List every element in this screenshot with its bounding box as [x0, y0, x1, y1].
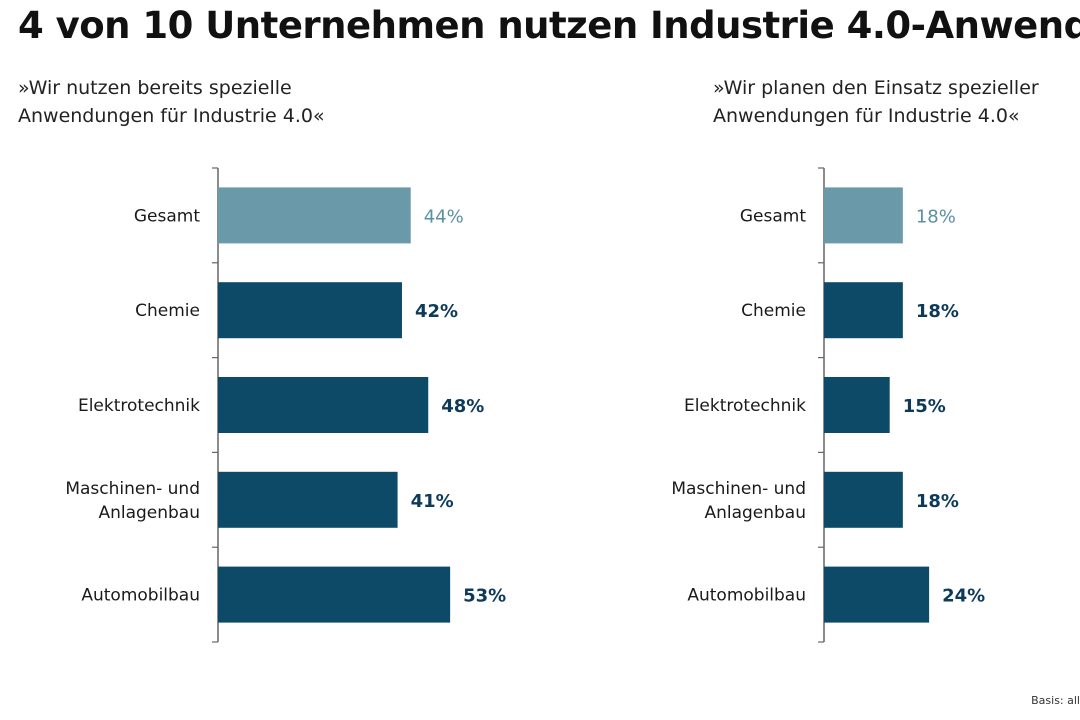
- left-chart-subtitle: »Wir nutzen bereits spezielle Anwendunge…: [18, 74, 325, 130]
- bar-automobilbau: [218, 566, 451, 623]
- footnote: Basis: all: [1031, 694, 1080, 707]
- left-subtitle-line-1: »Wir nutzen bereits spezielle: [18, 77, 292, 99]
- category-label: Elektrotechnik: [684, 396, 806, 416]
- bar-elektrotechnik: [824, 377, 890, 433]
- value-label: 48%: [441, 396, 484, 417]
- category-label: Automobilbau: [687, 586, 806, 606]
- value-label: 18%: [916, 491, 959, 512]
- value-label: 24%: [942, 586, 985, 607]
- bar-chemie: [218, 282, 402, 339]
- value-label: 15%: [903, 396, 946, 417]
- value-label: 41%: [411, 491, 454, 512]
- bar-automobilbau: [824, 566, 930, 623]
- bar-maschinen-und-anlagenbau: [218, 471, 398, 528]
- page-title: 4 von 10 Unternehmen nutzen Industrie 4.…: [18, 4, 1080, 47]
- bar-gesamt: [824, 187, 903, 244]
- category-label: Anlagenbau: [98, 503, 200, 523]
- category-label: Gesamt: [740, 206, 806, 226]
- category-label: Chemie: [135, 301, 200, 321]
- right-subtitle-line-2: Anwendungen für Industrie 4.0«: [713, 105, 1020, 127]
- category-label: Gesamt: [134, 206, 200, 226]
- category-label: Elektrotechnik: [78, 396, 200, 416]
- bar-elektrotechnik: [218, 377, 429, 433]
- value-label: 44%: [424, 206, 464, 227]
- bar-chemie: [824, 282, 903, 339]
- value-label: 42%: [415, 301, 458, 322]
- left-subtitle-line-2: Anwendungen für Industrie 4.0«: [18, 105, 325, 127]
- value-label: 18%: [916, 206, 956, 227]
- category-label: Maschinen- und: [671, 479, 806, 499]
- right-chart-subtitle: »Wir planen den Einsatz spezieller Anwen…: [713, 74, 1039, 130]
- value-label: 18%: [916, 301, 959, 322]
- category-label: Anlagenbau: [704, 503, 806, 523]
- category-label: Automobilbau: [81, 586, 200, 606]
- bar-gesamt: [218, 187, 411, 244]
- bar-maschinen-und-anlagenbau: [824, 471, 903, 528]
- category-label: Maschinen- und: [65, 479, 200, 499]
- value-label: 53%: [463, 586, 506, 607]
- category-label: Chemie: [741, 301, 806, 321]
- right-subtitle-line-1: »Wir planen den Einsatz spezieller: [713, 77, 1039, 99]
